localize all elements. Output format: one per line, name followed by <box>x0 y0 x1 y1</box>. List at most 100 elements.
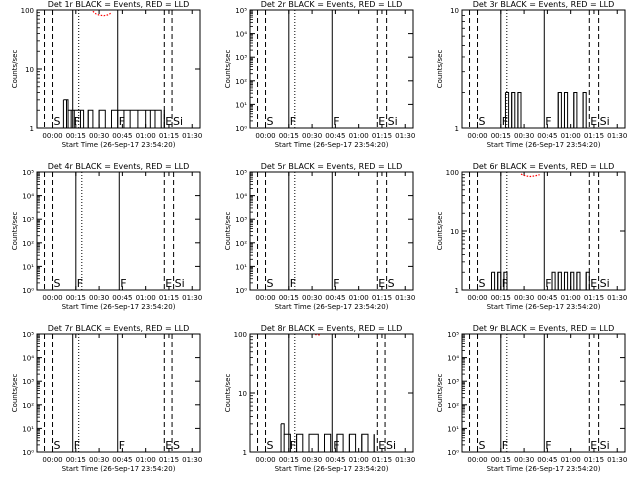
x-tick-label: 01:15 <box>159 294 179 302</box>
x-tick-label: 00:00 <box>255 132 275 140</box>
x-tick-label: 00:00 <box>42 456 62 464</box>
interval-marker-label: F <box>290 277 296 290</box>
x-tick-label: 00:15 <box>279 456 299 464</box>
y-tick-label: 10 <box>25 66 34 74</box>
interval-marker-label: F <box>119 115 125 128</box>
x-tick-label: 00:00 <box>467 132 487 140</box>
y-tick-label: 10⁴ <box>235 31 247 39</box>
y-tick-label: 1 <box>455 287 459 295</box>
y-tick-label: 10³ <box>447 378 459 386</box>
y-tick-label: 1 <box>30 125 34 133</box>
y-tick-label: 10⁴ <box>447 355 459 363</box>
interval-marker-label: F <box>502 277 508 290</box>
interval-marker-label: F <box>545 439 551 452</box>
y-tick-label: 100 <box>21 7 34 15</box>
panel-title: Det 5r BLACK = Events, RED = LLD <box>261 162 403 171</box>
y-tick-label: 10¹ <box>22 425 34 433</box>
y-axis-label: Counts/sec <box>11 50 19 89</box>
x-tick-label: 01:00 <box>136 294 156 302</box>
x-tick-label: 01:15 <box>372 294 392 302</box>
x-tick-label: 01:30 <box>182 132 202 140</box>
y-tick-label: 10¹ <box>235 101 247 109</box>
x-tick-label: 00:15 <box>66 132 86 140</box>
y-axis-label: Counts/sec <box>224 212 232 251</box>
y-tick-label: 10 <box>450 7 459 15</box>
interval-marker-label: F <box>545 277 551 290</box>
panel-title: Det 7r BLACK = Events, RED = LLD <box>48 324 190 333</box>
y-tick-label: 100 <box>446 169 459 177</box>
interval-marker-label: Si <box>600 277 610 290</box>
interval-marker-label: F <box>74 439 80 452</box>
y-tick-label: 10⁰ <box>235 125 247 133</box>
interval-marker-label: S <box>54 115 61 128</box>
plot-frame <box>249 333 414 453</box>
interval-marker-label: S <box>173 439 180 452</box>
y-tick-label: 10⁴ <box>22 355 34 363</box>
x-tick-label: 01:30 <box>607 456 627 464</box>
y-tick-label: 10² <box>447 402 459 410</box>
y-tick-label: 10² <box>235 240 247 248</box>
x-axis-label: Start Time (26-Sep-17 23:54:20) <box>487 465 601 473</box>
x-tick-label: 01:30 <box>607 294 627 302</box>
y-tick-label: 10¹ <box>447 425 459 433</box>
y-tick-label: 10⁰ <box>447 449 459 457</box>
detector-panel-6: Det 6r BLACK = Events, RED = LLD Counts/s… <box>436 162 627 311</box>
x-tick-label: 00:45 <box>325 132 345 140</box>
interval-marker-label: E <box>590 115 597 128</box>
x-tick-label: 01:00 <box>561 456 581 464</box>
y-tick-label: 10² <box>235 78 247 86</box>
interval-marker-label: Si <box>175 277 185 290</box>
panel-title: Det 9r BLACK = Events, RED = LLD <box>473 324 615 333</box>
interval-marker-label: E <box>165 277 172 290</box>
y-tick-label: 10⁵ <box>22 169 34 177</box>
y-tick-label: 10¹ <box>235 263 247 271</box>
x-tick-label: 00:00 <box>255 456 275 464</box>
events-series-line <box>63 99 165 129</box>
x-tick-label: 00:00 <box>42 294 62 302</box>
interval-marker-label: F <box>545 115 551 128</box>
lld-series-line <box>315 333 320 336</box>
x-tick-label: 00:30 <box>89 456 109 464</box>
interval-marker-label: Si <box>600 439 610 452</box>
x-tick-label: 01:30 <box>395 132 415 140</box>
x-tick-label: 01:00 <box>136 456 156 464</box>
y-tick-label: 10³ <box>235 54 247 62</box>
y-tick-label: 10⁵ <box>447 331 459 339</box>
x-axis-label: Start Time (26-Sep-17 23:54:20) <box>275 141 389 149</box>
plot-frame <box>249 171 414 291</box>
events-series-line <box>505 92 587 129</box>
plot-frame <box>36 171 201 291</box>
x-tick-label: 00:15 <box>279 294 299 302</box>
interval-marker-label: F <box>77 277 83 290</box>
interval-marker-label: S <box>479 439 486 452</box>
x-tick-label: 01:00 <box>561 294 581 302</box>
x-tick-label: 01:30 <box>607 132 627 140</box>
x-axis-label: Start Time (26-Sep-17 23:54:20) <box>62 465 176 473</box>
x-tick-label: 00:45 <box>325 294 345 302</box>
x-tick-label: 01:30 <box>395 294 415 302</box>
y-tick-label: 10¹ <box>22 263 34 271</box>
x-tick-label: 01:15 <box>159 456 179 464</box>
x-axis-label: Start Time (26-Sep-17 23:54:20) <box>62 303 176 311</box>
x-tick-label: 00:30 <box>89 132 109 140</box>
interval-marker-label: S <box>267 115 274 128</box>
y-axis-label: Counts/sec <box>224 50 232 89</box>
plot-frame <box>461 333 626 453</box>
x-tick-label: 01:15 <box>584 132 604 140</box>
interval-marker-label: S <box>54 277 61 290</box>
x-tick-label: 01:00 <box>349 456 369 464</box>
x-tick-label: 00:15 <box>491 132 511 140</box>
x-tick-label: 01:15 <box>584 456 604 464</box>
detector-panel-5: Det 5r BLACK = Events, RED = LLD Counts/s… <box>224 162 415 311</box>
y-tick-label: 10 <box>238 390 247 398</box>
x-tick-label: 01:15 <box>372 456 392 464</box>
y-tick-label: 10³ <box>22 378 34 386</box>
x-axis-label: Start Time (26-Sep-17 23:54:20) <box>487 141 601 149</box>
interval-marker-label: S <box>267 439 274 452</box>
x-tick-label: 00:45 <box>325 456 345 464</box>
y-tick-label: 10 <box>450 228 459 236</box>
interval-marker-label: F <box>74 115 80 128</box>
x-axis-label: Start Time (26-Sep-17 23:54:20) <box>487 303 601 311</box>
x-tick-label: 00:45 <box>537 294 557 302</box>
x-tick-label: 00:45 <box>537 456 557 464</box>
